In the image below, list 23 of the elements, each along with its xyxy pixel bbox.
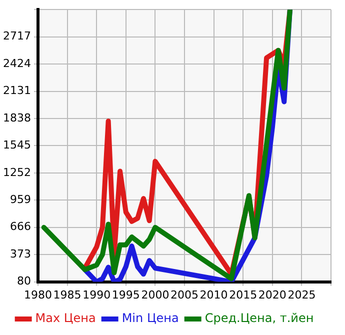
x-tick-label: 1980 bbox=[24, 288, 52, 302]
y-tick-label: 1838 bbox=[2, 111, 31, 124]
legend-label: Max Цена bbox=[35, 311, 96, 326]
legend-label: Сред.Цена, т.йен bbox=[204, 311, 314, 326]
x-tick-label: 2020 bbox=[258, 288, 286, 302]
y-tick-label: 2717 bbox=[2, 30, 31, 43]
y-tick-label: 2131 bbox=[2, 84, 31, 98]
y-tick-label: 373 bbox=[10, 247, 31, 260]
y-tick-label: 80 bbox=[16, 274, 31, 288]
legend-label: Min Цена bbox=[122, 311, 179, 326]
x-tick-label: 1985 bbox=[53, 288, 82, 302]
y-tick-label: 666 bbox=[10, 220, 31, 234]
x-tick-label: 2010 bbox=[200, 288, 228, 302]
y-tick-label: 1252 bbox=[2, 166, 31, 179]
y-tick-label: 2424 bbox=[2, 56, 31, 70]
x-tick-label: 2025 bbox=[288, 288, 316, 302]
x-tick-label: 2015 bbox=[229, 288, 258, 302]
y-tick-label: 1545 bbox=[2, 138, 31, 152]
y-tick-label: 959 bbox=[10, 193, 31, 206]
x-tick-label: 2000 bbox=[141, 288, 170, 302]
x-tick-label: 2005 bbox=[170, 288, 198, 302]
x-tick-label: 1995 bbox=[112, 288, 140, 302]
x-tick-label: 1990 bbox=[82, 288, 111, 302]
